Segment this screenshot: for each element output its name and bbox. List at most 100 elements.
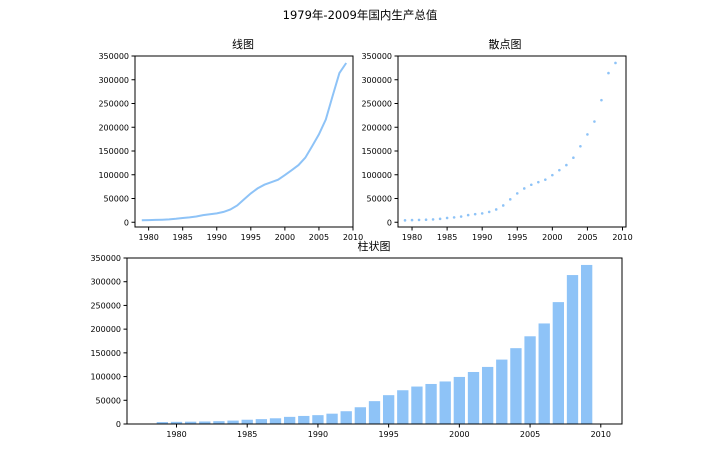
y-tick-label: 100000 [90, 373, 121, 382]
bar [510, 348, 521, 424]
scatter-point [579, 145, 582, 148]
scatter-point [600, 99, 603, 102]
scatter-point [509, 198, 512, 201]
bar [298, 416, 309, 424]
y-tick-label: 200000 [98, 123, 129, 132]
y-tick-label: 150000 [90, 349, 121, 358]
scatter-point [523, 187, 526, 190]
x-tick-label: 2005 [577, 233, 597, 242]
line-axes-frame [135, 56, 353, 227]
scatter-point [467, 214, 470, 217]
x-tick-label: 2005 [309, 233, 329, 242]
bar [355, 407, 366, 424]
scatter-point [544, 178, 547, 181]
y-tick-label: 350000 [361, 52, 392, 61]
y-tick-label: 350000 [98, 52, 129, 61]
scatter-point [453, 216, 456, 219]
y-tick-label: 0 [124, 218, 129, 227]
bar [539, 323, 550, 424]
scatter-point [593, 120, 596, 123]
y-tick-label: 300000 [361, 76, 392, 85]
x-tick-label: 1990 [308, 430, 328, 439]
scatter-point [481, 212, 484, 215]
x-tick-label: 2000 [542, 233, 562, 242]
bar [553, 302, 564, 424]
scatter-axes-frame [398, 56, 626, 227]
y-tick-label: 300000 [90, 278, 121, 287]
bar [454, 377, 465, 424]
bar [326, 414, 337, 424]
x-tick-label: 1995 [507, 233, 527, 242]
scatter-point [446, 217, 449, 220]
scatter-point [537, 181, 540, 184]
y-tick-label: 0 [387, 218, 392, 227]
x-tick-label: 2000 [275, 233, 295, 242]
y-tick-label: 250000 [90, 301, 121, 310]
y-tick-label: 250000 [361, 100, 392, 109]
scatter-point [432, 218, 435, 221]
scatter-point [516, 192, 519, 195]
bar-chart-title: 柱状图 [358, 239, 391, 253]
y-tick-label: 50000 [104, 195, 129, 204]
bar [341, 411, 352, 424]
scatter-point [474, 213, 477, 216]
scatter-point [565, 164, 568, 167]
bar [397, 390, 408, 424]
x-tick-label: 2005 [520, 430, 540, 439]
line-chart-title: 线图 [232, 37, 254, 51]
scatter-point [495, 208, 498, 211]
bar [440, 381, 451, 424]
bar [496, 360, 507, 424]
x-tick-label: 1980 [138, 233, 158, 242]
bar [567, 275, 578, 424]
scatter-point [488, 211, 491, 214]
scatter-point [502, 204, 505, 207]
x-tick-label: 2010 [591, 430, 611, 439]
bar [524, 336, 535, 424]
x-tick-label: 2000 [449, 430, 469, 439]
line-series [142, 63, 346, 220]
y-tick-label: 350000 [90, 254, 121, 263]
x-tick-label: 2010 [612, 233, 632, 242]
x-tick-label: 1995 [378, 430, 398, 439]
line-chart-panel: 线图 1980 1985 1990 1995 2000 2005 2010 0 50000 100… [98, 37, 363, 242]
bar [383, 395, 394, 424]
scatter-point [614, 62, 617, 65]
x-tick-label: 1985 [173, 233, 193, 242]
y-tick-label: 200000 [361, 123, 392, 132]
bar [227, 421, 238, 424]
bar [256, 419, 267, 424]
x-tick-label: 1980 [402, 233, 422, 242]
x-tick-label: 1995 [241, 233, 261, 242]
x-tick-label: 1985 [437, 233, 457, 242]
scatter-point [551, 174, 554, 177]
y-tick-label: 100000 [361, 171, 392, 180]
scatter-point [425, 218, 428, 221]
bar [411, 387, 422, 424]
y-tick-label: 200000 [90, 325, 121, 334]
y-tick-label: 300000 [98, 76, 129, 85]
y-tick-label: 50000 [367, 195, 392, 204]
scatter-point [439, 218, 442, 221]
y-tick-label: 0 [116, 420, 121, 429]
bar [468, 372, 479, 424]
bar-chart-panel: 柱状图 1980 1985 1990 1995 2000 2005 2010 0 50000 10… [90, 239, 622, 439]
scatter-point [607, 72, 610, 75]
scatter-point [586, 133, 589, 136]
bar [482, 367, 493, 424]
bar [581, 265, 592, 424]
x-tick-label: 1990 [472, 233, 492, 242]
bar [270, 418, 281, 424]
bar [369, 401, 380, 424]
scatter-point [411, 219, 414, 222]
bar [284, 417, 295, 424]
bar [312, 415, 323, 424]
bar [242, 420, 253, 424]
bar [425, 384, 436, 424]
y-tick-label: 100000 [98, 171, 129, 180]
y-tick-label: 50000 [96, 396, 121, 405]
figure-title: 1979年-2009年国内生产总值 [283, 8, 438, 22]
scatter-point [530, 183, 533, 186]
scatter-chart-panel: 散点图 1980 1985 1990 1995 2000 2005 201005000010… [361, 37, 632, 242]
